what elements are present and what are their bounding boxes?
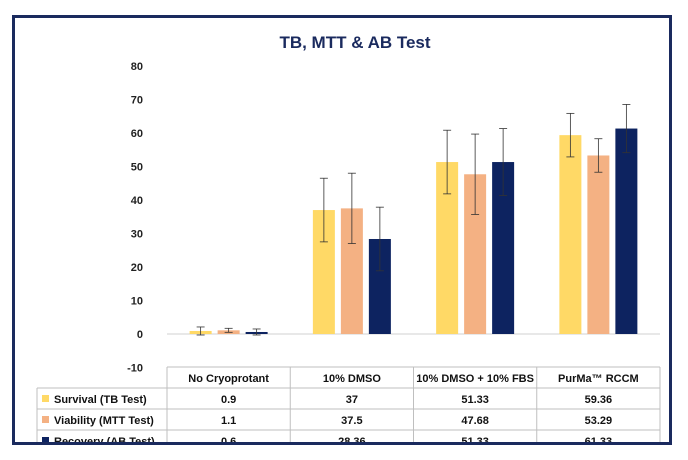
bar bbox=[615, 128, 638, 334]
category-label: No Cryoprotant bbox=[188, 373, 269, 385]
y-tick-label: -10 bbox=[127, 363, 143, 375]
y-tick-label: 40 bbox=[131, 195, 143, 207]
table-cell: 61.33 bbox=[585, 436, 613, 442]
bar bbox=[559, 135, 582, 334]
category-label: 10% DMSO + 10% FBS bbox=[416, 373, 534, 385]
table-cell: 1.1 bbox=[221, 415, 236, 427]
y-tick-label: 80 bbox=[131, 61, 143, 73]
bar bbox=[492, 162, 515, 334]
bar bbox=[464, 174, 487, 334]
bar bbox=[312, 210, 335, 334]
category-label: 10% DMSO bbox=[323, 373, 382, 385]
legend-key bbox=[42, 416, 49, 423]
table-cell: 59.36 bbox=[585, 394, 613, 406]
error-bars bbox=[196, 104, 631, 336]
y-tick-label: 50 bbox=[131, 162, 143, 174]
table-cell: 53.29 bbox=[585, 415, 613, 427]
y-tick-label: 10 bbox=[131, 296, 143, 308]
table-cell: 37.5 bbox=[341, 415, 362, 427]
legend-key bbox=[42, 437, 49, 442]
table-cell: 47.68 bbox=[461, 415, 489, 427]
bar bbox=[587, 155, 610, 334]
bar bbox=[436, 162, 459, 334]
table-cell: 0.6 bbox=[221, 436, 236, 442]
table-cell: 28.36 bbox=[338, 436, 366, 442]
table-cell: 51.33 bbox=[461, 394, 489, 406]
data-table: No Cryoprotant 10% DMSO 10% DMSO + 10% FBS… bbox=[36, 366, 661, 442]
legend-label: Recovery (AB Test) bbox=[54, 436, 155, 442]
y-tick-label: 0 bbox=[137, 329, 143, 341]
y-tick-label: 20 bbox=[131, 262, 143, 274]
chart: TB, MTT & AB Test -10 0 10 20 30 40 50 60 70 80 N… bbox=[36, 33, 661, 442]
table-cell: 0.9 bbox=[221, 394, 236, 406]
y-tick-label: 70 bbox=[131, 95, 143, 107]
table-cell: 37 bbox=[346, 394, 358, 406]
bar bbox=[340, 208, 363, 334]
bars bbox=[189, 128, 638, 334]
bar bbox=[368, 238, 391, 334]
chart-frame: TB, MTT & AB Test -10 0 10 20 30 40 50 60 70 80 N… bbox=[12, 15, 672, 445]
legend-key bbox=[42, 395, 49, 402]
legend-label: Survival (TB Test) bbox=[54, 394, 147, 406]
chart-title: TB, MTT & AB Test bbox=[279, 33, 430, 52]
y-tick-label: 60 bbox=[131, 128, 143, 140]
y-tick-label: 30 bbox=[131, 229, 143, 241]
table-cell: 51.33 bbox=[461, 436, 489, 442]
category-label: PurMa™ RCCM bbox=[558, 373, 639, 385]
legend-label: Viability (MTT Test) bbox=[54, 415, 154, 427]
